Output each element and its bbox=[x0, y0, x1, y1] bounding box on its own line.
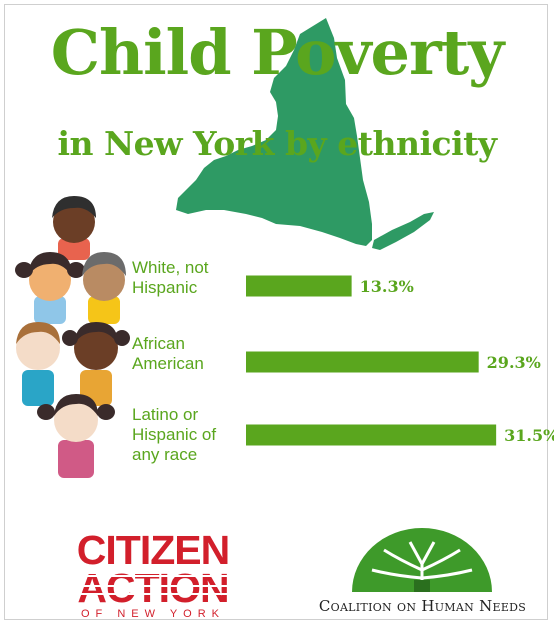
chart-title: Child Poverty bbox=[50, 16, 505, 89]
chart-subtitle: in New York by ethnicity bbox=[57, 124, 497, 163]
coalition-name: Coalition on Human Needs bbox=[318, 597, 527, 615]
citizen-action-line2: ACTION bbox=[77, 565, 228, 611]
bar-value-label-2: 31.5% bbox=[504, 426, 554, 445]
bar-1 bbox=[246, 351, 479, 373]
category-label-african-american: African American bbox=[132, 334, 204, 373]
bar-value-label-1: 29.3% bbox=[487, 353, 541, 372]
bar-0 bbox=[246, 275, 352, 297]
child-brown-hair-icon bbox=[16, 322, 60, 406]
child-top-icon bbox=[52, 196, 96, 260]
bar-2 bbox=[246, 424, 497, 446]
ny-state-shape bbox=[176, 18, 372, 246]
long-island-shape bbox=[372, 212, 434, 250]
citizen-action-line3: OF NEW YORK bbox=[81, 608, 225, 620]
child-grey-hair-icon bbox=[82, 252, 126, 324]
child-pigtails-icon bbox=[15, 252, 85, 324]
category-label-white: White, not Hispanic bbox=[132, 258, 209, 297]
coalition-tree-logo bbox=[352, 528, 492, 592]
citizen-action-line1: CITIZEN bbox=[77, 528, 229, 573]
citizen-action-logo: CITIZEN ACTION OF NEW YORK bbox=[52, 528, 254, 620]
child-bottom-icon bbox=[37, 394, 115, 478]
bar-value-label-0: 13.3% bbox=[360, 277, 414, 296]
category-label-latino: Latino or Hispanic of any race bbox=[132, 405, 217, 464]
infographic-frame bbox=[4, 4, 548, 620]
